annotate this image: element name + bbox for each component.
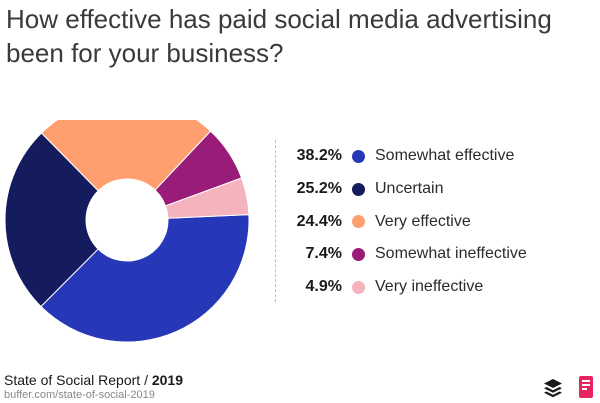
legend-label: Very ineffective: [375, 278, 484, 296]
legend-percent: 7.4%: [305, 245, 342, 263]
footer-report-title: State of Social Report / 2019: [4, 372, 183, 388]
buffer-stack-icon: [544, 379, 562, 398]
donut-slice-very-effective: [40, 120, 212, 192]
legend-label: Somewhat effective: [375, 147, 515, 165]
legend-percent: 24.4%: [296, 212, 342, 230]
donut-slice-very-ineffective: [164, 177, 250, 219]
legend-label: Very effective: [375, 212, 471, 230]
legend-swatch: [352, 182, 365, 196]
legend-percent: 38.2%: [296, 147, 342, 165]
donut-chart: [4, 120, 250, 343]
legend-item: 24.4% Very effective: [280, 205, 580, 238]
brand-mark-icon: [579, 376, 593, 398]
page-title: How effective has paid social media adve…: [6, 4, 552, 68]
footer-report-name: State of Social Report /: [4, 372, 148, 388]
legend-divider: [275, 140, 276, 302]
legend-label: Somewhat ineffective: [375, 245, 527, 263]
footer-report-year: 2019: [151, 372, 184, 388]
legend-item: 4.9% Very ineffective: [280, 271, 580, 304]
legend-percent: 4.9%: [305, 278, 342, 296]
legend-item: 7.4% Somewhat ineffective: [280, 238, 580, 271]
legend-swatch: [352, 149, 365, 163]
legend-item: 25.2% Uncertain: [280, 173, 580, 206]
legend-item: 38.2% Somewhat effective: [280, 140, 580, 173]
donut-slice-uncertain: [4, 132, 99, 308]
legend-swatch: [352, 215, 365, 229]
legend-swatch: [352, 280, 365, 294]
footer-url: buffer.com/state-of-social-2019: [4, 389, 155, 401]
legend-swatch: [352, 247, 365, 261]
legend-percent: 25.2%: [296, 180, 342, 198]
chart-legend: 38.2% Somewhat effective 25.2% Uncertain…: [280, 140, 580, 303]
donut-slice-somewhat-effective: [40, 214, 250, 343]
legend-label: Uncertain: [375, 180, 444, 198]
